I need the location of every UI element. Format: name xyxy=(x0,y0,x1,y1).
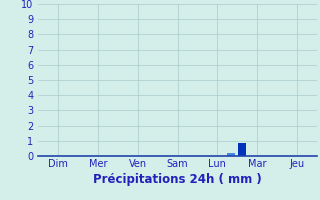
Bar xyxy=(227,153,235,156)
X-axis label: Précipitations 24h ( mm ): Précipitations 24h ( mm ) xyxy=(93,173,262,186)
Bar xyxy=(238,143,246,156)
